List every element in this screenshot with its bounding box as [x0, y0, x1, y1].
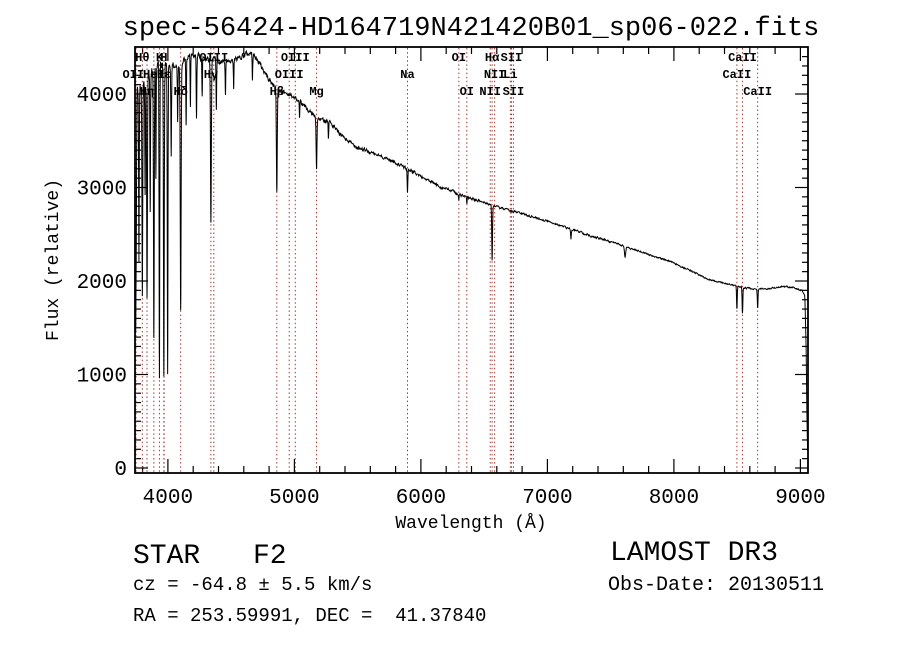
obs-date-label: Obs-Date: 20130511	[608, 574, 824, 597]
x-tick-label: 4000	[143, 487, 193, 510]
x-tick-label: 6000	[396, 487, 446, 510]
y-tick-label: 3000	[77, 179, 127, 202]
class-label: STAR	[133, 541, 200, 572]
y-axis-label: Flux (relative)	[44, 179, 64, 341]
subclass-label: F2	[253, 541, 287, 572]
spectral-line-label: Hβ	[270, 85, 284, 99]
spectral-line-label: NII	[479, 85, 501, 99]
spectral-line-label: CaII	[722, 68, 751, 82]
cz-annotation: cz = -64.8 ± 5.5 km/s	[133, 574, 372, 596]
spectral-line-label: Hη	[140, 85, 154, 99]
spectral-line-label: CaII	[728, 51, 757, 65]
spectral-line-label: H	[160, 51, 167, 65]
y-tick-label: 1000	[77, 366, 127, 389]
x-axis-label: Wavelength (Å)	[395, 513, 546, 534]
spectral-line-label: K	[156, 51, 164, 65]
spectral-line-label: CaII	[743, 85, 772, 99]
spectral-line-label: Hγ	[204, 68, 218, 82]
release-label: LAMOST DR3	[610, 538, 778, 569]
spectral-line-label: Hθ	[135, 51, 149, 65]
spectral-line-label: Mg	[309, 85, 323, 99]
plot-title: spec-56424-HD164719N421420B01_sp06-022.f…	[123, 14, 820, 44]
spectral-line-label: OIII	[275, 68, 304, 82]
y-tick-label: 2000	[77, 272, 127, 295]
spectral-line-label: OII	[123, 68, 145, 82]
plot-frame	[134, 46, 809, 474]
spectral-line-label: OIII	[281, 51, 310, 65]
x-tick-label: 8000	[649, 487, 699, 510]
spectral-line-label: SII	[503, 85, 525, 99]
spectral-line-label: Hα	[485, 51, 500, 65]
radec-annotation: RA = 253.59991, DEC = 41.37840	[133, 605, 486, 627]
spectral-line-label: OI	[460, 85, 474, 99]
y-tick-label: 0	[114, 459, 127, 482]
spectral-line-label: NII	[484, 68, 506, 82]
x-tick-label: 5000	[269, 487, 319, 510]
spectrum-trace	[134, 49, 809, 451]
spectral-line-label: OI	[452, 51, 466, 65]
y-tick-label: 4000	[77, 85, 127, 108]
x-tick-label: 7000	[522, 487, 572, 510]
spectral-line-label: SII	[501, 51, 523, 65]
spectral-line-label: Na	[400, 68, 414, 82]
plot-generated-content: 4000 5000 6000 7000 8000 9000 0 1000 2000 3000 400…	[77, 47, 826, 510]
spectral-line-label: Li	[503, 68, 517, 82]
x-tick-label: 9000	[775, 487, 825, 510]
